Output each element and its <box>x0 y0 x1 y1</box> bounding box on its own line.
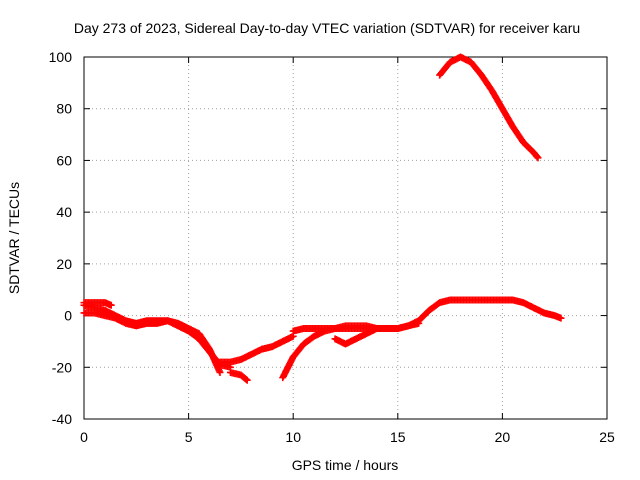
x-tick-label: 0 <box>80 429 88 445</box>
y-tick-label: 40 <box>56 204 72 220</box>
data-point <box>373 325 381 332</box>
data-point <box>216 368 224 376</box>
y-axis-label: SDTVAR / TECUs <box>6 182 22 294</box>
series-arc-7 <box>289 296 565 335</box>
x-tick-label: 15 <box>390 429 406 445</box>
data-point <box>242 375 250 383</box>
y-tick-label: -20 <box>52 359 72 375</box>
y-tick-label: -40 <box>52 411 72 427</box>
y-tick-labels: -40 -20 0 20 40 60 80 100 <box>49 49 73 427</box>
chart-title: Day 273 of 2023, Sidereal Day-to-day VTE… <box>74 20 580 36</box>
x-tick-labels: 0 5 10 15 20 25 <box>80 429 615 445</box>
series-arc-5 <box>226 368 251 384</box>
x-axis-label: GPS time / hours <box>292 457 399 473</box>
data-point <box>534 154 542 162</box>
series-arc-4 <box>216 332 297 366</box>
axis-ticks <box>83 56 608 420</box>
data-point <box>107 301 115 309</box>
data-points <box>80 53 565 384</box>
y-tick-label: 80 <box>56 101 72 117</box>
data-point <box>533 153 541 161</box>
grid <box>84 57 607 419</box>
data-point <box>557 314 565 322</box>
x-tick-label: 20 <box>495 429 511 445</box>
x-tick-label: 5 <box>185 429 193 445</box>
series-arc-8 <box>331 325 381 348</box>
data-point <box>243 376 251 384</box>
y-tick-label: 100 <box>49 49 73 65</box>
y-tick-label: 0 <box>64 308 72 324</box>
plot-frame <box>83 56 608 420</box>
x-tick-label: 10 <box>285 429 301 445</box>
y-tick-label: 20 <box>56 256 72 272</box>
series-arc-2 <box>80 309 224 376</box>
y-tick-label: 60 <box>56 152 72 168</box>
series-arc-3 <box>80 299 115 309</box>
x-tick-label: 25 <box>599 429 615 445</box>
series-arc-9 <box>436 53 542 162</box>
